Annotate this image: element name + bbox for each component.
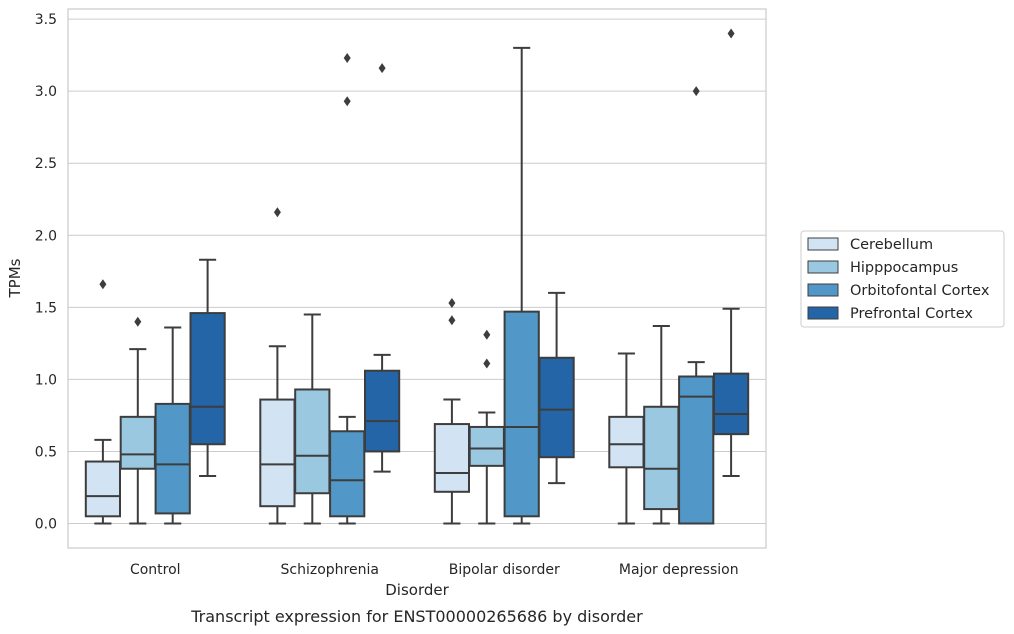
outlier-point xyxy=(378,63,386,74)
boxplot xyxy=(84,279,122,525)
legend-swatch xyxy=(807,283,839,297)
outlier-point xyxy=(343,96,351,107)
boxplot xyxy=(329,53,366,525)
box-iqr xyxy=(119,415,156,470)
outlier-point xyxy=(483,329,491,340)
y-tick-label: 2.0 xyxy=(35,228,57,244)
outlier-point xyxy=(343,53,351,63)
box-iqr xyxy=(294,388,331,495)
y-tick-labels: 0.0 0.5 1.0 1.5 2.0 2.5 3.0 3.5 xyxy=(35,12,57,532)
boxplots xyxy=(84,28,750,525)
legend: Cerebellum Hipppocampus Orbitofontal Corte… xyxy=(800,230,1005,328)
box-iqr xyxy=(154,402,191,515)
boxplot xyxy=(712,28,750,477)
x-tick-label: Schizophrenia xyxy=(281,562,379,578)
boxplot xyxy=(643,325,680,525)
box-iqr xyxy=(329,430,366,518)
outlier-point xyxy=(727,28,735,39)
box-iqr xyxy=(712,372,750,436)
x-tick-label: Bipolar disorder xyxy=(449,562,560,578)
boxplot xyxy=(119,316,156,525)
boxplot xyxy=(538,291,575,485)
boxplot xyxy=(503,46,540,525)
y-tick-label: 1.5 xyxy=(35,300,57,316)
boxplot xyxy=(678,86,715,525)
boxplot xyxy=(294,313,331,525)
boxplot xyxy=(468,329,505,525)
x-tick-label: Major depression xyxy=(619,562,739,578)
outlier-point xyxy=(99,279,107,290)
boxplot xyxy=(363,63,401,473)
outlier-point xyxy=(448,298,456,308)
box-iqr xyxy=(84,460,122,518)
outlier-point xyxy=(448,315,456,326)
x-tick-label: Control xyxy=(130,562,181,578)
box-iqr xyxy=(643,405,680,511)
outlier-point xyxy=(483,358,491,369)
x-tick-labels: Control Schizophrenia Bipolar disorder Majo… xyxy=(130,562,739,578)
y-tick-label: 3.5 xyxy=(35,12,57,28)
y-tick-label: 2.5 xyxy=(35,156,57,172)
box-iqr xyxy=(503,310,540,518)
box-iqr xyxy=(678,375,715,525)
chart-caption: Transcript expression for ENST0000026568… xyxy=(190,607,643,626)
boxplot xyxy=(433,298,471,525)
box-iqr xyxy=(363,369,401,453)
boxplot xyxy=(259,207,296,525)
box-iqr xyxy=(538,356,575,459)
outlier-point xyxy=(134,316,142,327)
y-tick-label: 0.5 xyxy=(35,444,57,460)
y-tick-label: 3.0 xyxy=(35,84,57,100)
box-iqr xyxy=(468,425,505,467)
legend-label: Orbitofontal Cortex xyxy=(850,283,990,299)
box-iqr xyxy=(608,415,645,469)
x-axis-title: Disorder xyxy=(385,581,449,599)
outlier-point xyxy=(692,86,700,97)
boxplot xyxy=(189,258,226,477)
box-iqr xyxy=(189,312,226,446)
legend-swatch xyxy=(807,260,839,274)
legend-label: Prefrontal Cortex xyxy=(850,306,973,322)
outlier-point xyxy=(273,207,281,218)
plot-frame xyxy=(67,8,767,549)
legend-swatch xyxy=(807,306,839,320)
boxplot xyxy=(154,326,191,525)
legend-label: Cerebellum xyxy=(850,237,933,253)
box-iqr xyxy=(433,423,471,493)
legend-frame xyxy=(800,230,1005,328)
y-tick-label: 1.0 xyxy=(35,372,57,388)
y-tick-label: 0.0 xyxy=(35,517,57,533)
y-axis-title: TPMs xyxy=(6,258,24,298)
legend-label: Hipppocampus xyxy=(850,260,958,276)
box-iqr xyxy=(259,398,296,508)
legend-swatch xyxy=(807,237,839,251)
